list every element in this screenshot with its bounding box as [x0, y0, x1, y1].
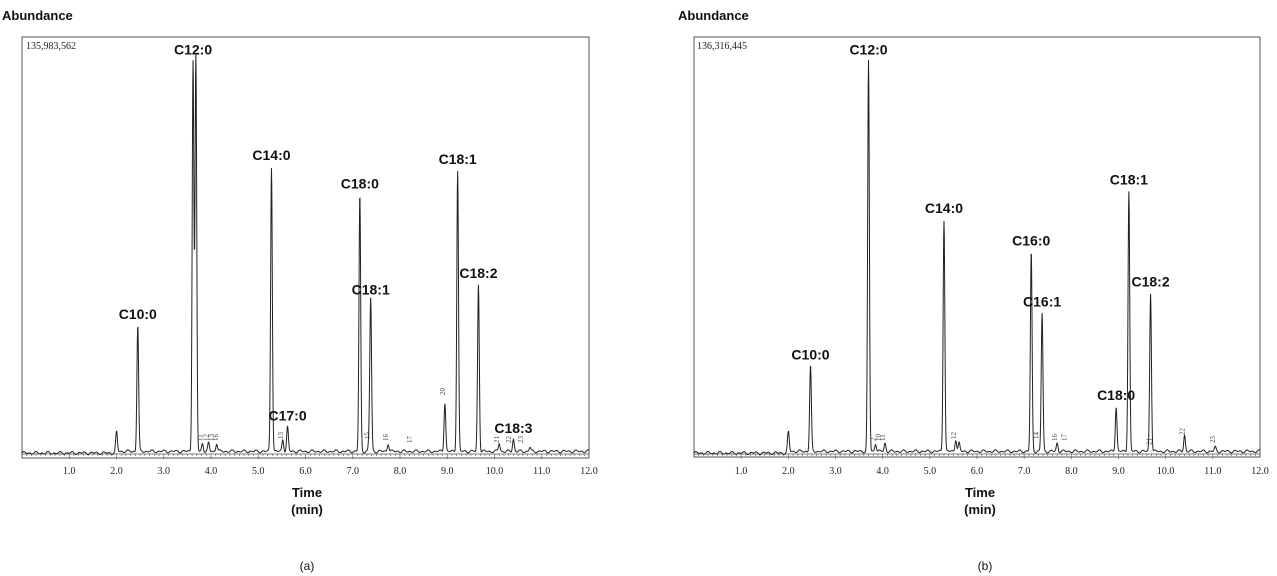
x-tick-label: 9.0	[1112, 466, 1125, 477]
minor-peak-label: 21	[493, 436, 501, 444]
minor-peak-label: 10	[874, 434, 882, 442]
minor-peak-label: 16	[382, 434, 390, 442]
peak-label: C14:0	[252, 147, 290, 163]
x-axis-tick-labels: 1.0 2.0 3.0 4.0 5.0 6.0 7.0 8.0 9.0 10.0 11.0 12.0	[735, 466, 1269, 477]
x-tick-label: 8.0	[394, 466, 407, 477]
peak-label: C10:0	[119, 306, 157, 322]
y-max-label: 136,316,445	[697, 41, 747, 52]
x-axis-ticks	[22, 453, 589, 459]
x-tick-label: 1.0	[63, 466, 76, 477]
minor-peak-label: 16	[212, 434, 220, 442]
peak-labels: C10:0 C12:0 C14:0 C16:0 C16:1 C18:0 C18:1 C18:2	[791, 41, 1169, 403]
chromatogram-trace	[693, 59, 1261, 456]
x-tick-label: 7.0	[1018, 466, 1031, 477]
x-tick-label: 3.0	[829, 466, 842, 477]
y-axis-label: Abundance	[678, 8, 749, 23]
minor-peak-label: 22	[1179, 428, 1187, 436]
x-tick-label: 3.0	[158, 466, 171, 477]
minor-peak-label: 23	[517, 436, 525, 444]
minor-peak-label: 23	[1209, 436, 1217, 444]
y-axis-label: Abundance	[2, 8, 73, 23]
x-axis-label-time: Time	[292, 485, 322, 500]
x-tick-label: 8.0	[1065, 466, 1078, 477]
minor-peak-label: 16	[1051, 434, 1059, 442]
plot-frame	[21, 36, 590, 459]
x-tick-label: 7.0	[347, 466, 360, 477]
chromatogram-panel-b: Abundance 136,316,445 1.0 2.0 3.0 4.0 5.0 6.0…	[678, 8, 1269, 573]
panel-label: (b)	[978, 559, 993, 573]
peak-label: C18:1	[352, 281, 390, 297]
plot-frame	[693, 36, 1261, 458]
x-tick-label: 10.0	[486, 466, 504, 477]
peak-label: C18:3	[494, 420, 532, 436]
peak-label: C18:2	[459, 265, 497, 281]
peak-label: C18:0	[1097, 387, 1135, 403]
x-tick-label: 2.0	[110, 466, 123, 477]
peak-label: C18:1	[439, 151, 477, 167]
peak-label: C16:1	[1023, 294, 1061, 310]
peak-label: C18:0	[341, 176, 379, 192]
x-tick-label: 1.0	[735, 466, 748, 477]
x-tick-label: 4.0	[205, 466, 218, 477]
x-tick-label: 4.0	[876, 466, 889, 477]
x-tick-label: 11.0	[1204, 466, 1221, 477]
peak-label: C12:0	[174, 41, 212, 57]
peak-labels: C10:0 C12:0 C14:0 C17:0 C18:0 C18:1 C18:1 C18:2…	[119, 41, 533, 436]
peak-label: C12:0	[849, 41, 887, 57]
peak-label: C14:0	[925, 200, 963, 216]
peak-label: C17:0	[268, 408, 306, 424]
chromatogram-panel-a: Abundance 135,983,562 1.0 2.0 3.0 4.0 5.0 6.0…	[2, 8, 598, 573]
x-tick-label: 5.0	[924, 466, 937, 477]
minor-peak-label: 22	[505, 436, 513, 443]
x-tick-label: 9.0	[441, 466, 454, 477]
minor-peak-label: 17	[1061, 434, 1069, 442]
x-tick-label: 12.0	[580, 466, 598, 477]
panel-label: (a)	[300, 559, 315, 573]
x-axis-ticks	[694, 453, 1260, 459]
peak-label: C18:1	[1110, 172, 1148, 188]
minor-peak-label: 20	[439, 388, 447, 396]
x-axis-label-time: Time	[965, 485, 995, 500]
minor-peak-label: 12	[203, 434, 211, 442]
y-max-label: 135,983,562	[26, 41, 76, 52]
peak-label: C10:0	[791, 347, 829, 363]
x-axis-tick-labels: 1.0 2.0 3.0 4.0 5.0 6.0 7.0 8.0 9.0 10.0 11.0 12.0	[63, 466, 598, 477]
x-tick-label: 12.0	[1251, 466, 1269, 477]
x-tick-label: 6.0	[971, 466, 984, 477]
peak-label: C16:0	[1012, 233, 1050, 249]
peak-label: C18:2	[1132, 273, 1170, 289]
minor-peak-label: 11	[879, 434, 887, 441]
x-tick-label: 5.0	[252, 466, 265, 477]
x-axis-label-unit: (min)	[964, 502, 996, 517]
x-tick-label: 2.0	[782, 466, 795, 477]
x-tick-label: 10.0	[1157, 466, 1175, 477]
minor-peak-label: 21	[1146, 438, 1154, 446]
minor-peak-label: 13	[207, 434, 215, 442]
minor-peak-label: 13	[277, 432, 285, 440]
minor-peak-label: 15	[363, 432, 371, 440]
minor-peak-label: 12	[950, 432, 958, 440]
minor-peak-label: 11	[196, 434, 204, 441]
chromatogram-trace	[21, 53, 590, 456]
x-tick-label: 11.0	[533, 466, 550, 477]
minor-peak-label: 2	[870, 437, 878, 441]
x-tick-label: 6.0	[299, 466, 312, 477]
minor-peak-label: 14	[1032, 432, 1040, 440]
x-axis-label-unit: (min)	[291, 502, 323, 517]
minor-peak-label: 17	[406, 436, 414, 444]
